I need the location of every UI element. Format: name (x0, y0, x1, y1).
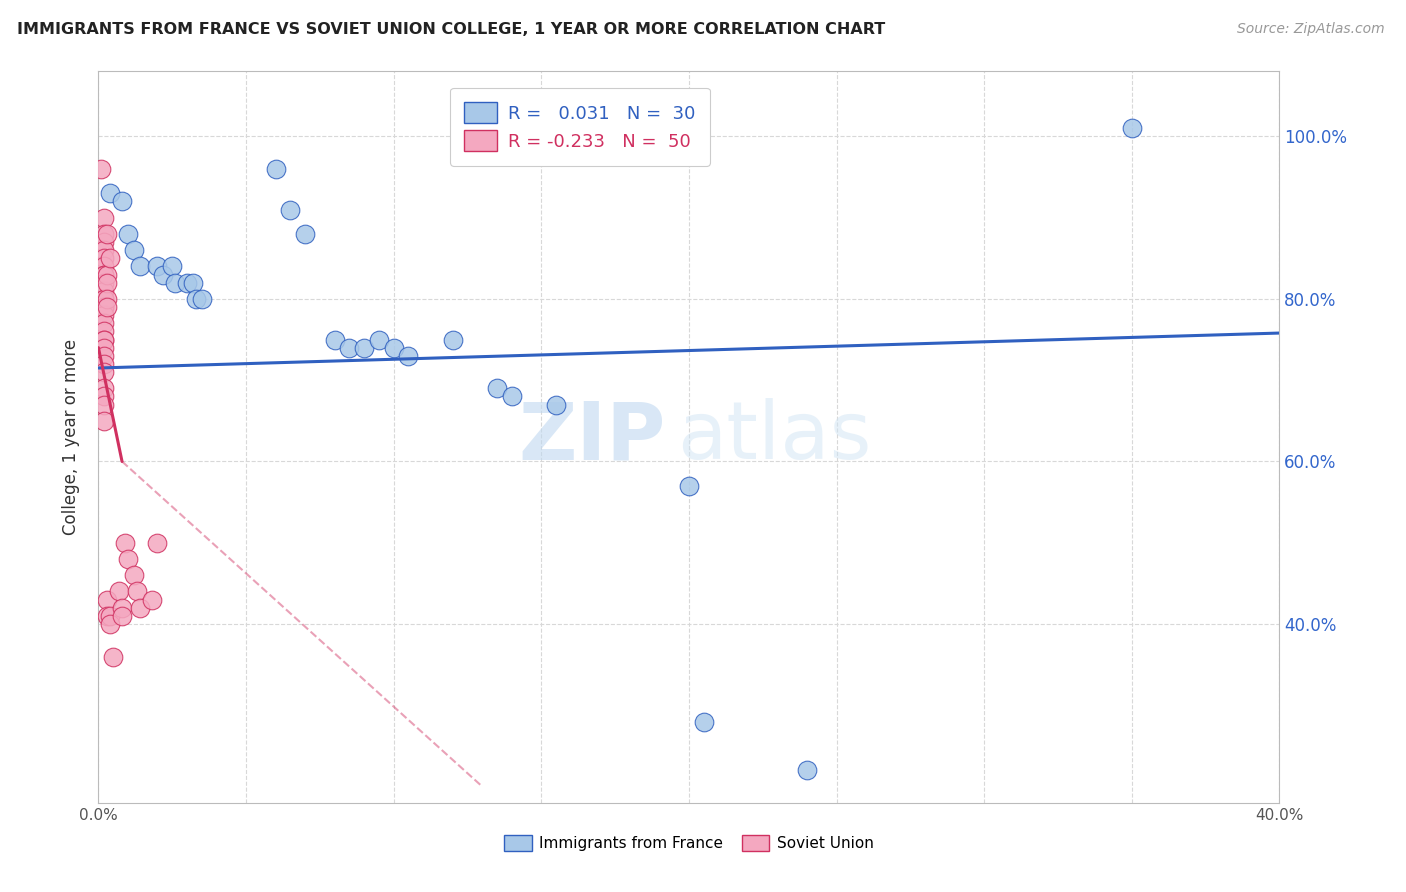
Point (162, 260, 183, 274)
Point (191, 292, 214, 306)
Point (323, 333, 346, 347)
Point (294, 227, 316, 241)
Point (93, 211, 115, 225)
Point (93, 414, 115, 428)
Point (398, 349, 420, 363)
Point (441, 333, 464, 347)
Point (96, 608, 118, 623)
Point (122, 568, 145, 582)
Point (93, 389, 115, 403)
Point (181, 276, 204, 290)
Point (93, 398, 115, 412)
Point (93, 292, 115, 306)
Point (678, 479, 700, 493)
Point (165, 276, 187, 290)
Point (93, 316, 115, 330)
Point (93, 308, 115, 322)
Point (111, 194, 134, 209)
Point (98, 617, 121, 632)
Point (93, 333, 115, 347)
Point (93, 333, 115, 347)
Point (796, 764, 818, 778)
Point (93, 227, 115, 241)
Point (1121, 121, 1143, 136)
Point (353, 341, 375, 355)
Point (90, 161, 112, 176)
Point (93, 243, 115, 257)
Point (98, 608, 121, 623)
Point (382, 341, 405, 355)
Text: IMMIGRANTS FROM FRANCE VS SOVIET UNION COLLEGE, 1 YEAR OR MORE CORRELATION CHART: IMMIGRANTS FROM FRANCE VS SOVIET UNION C… (17, 22, 886, 37)
Point (486, 381, 509, 395)
Point (96, 227, 118, 241)
Point (103, 649, 125, 664)
Point (93, 341, 115, 355)
Point (93, 365, 115, 379)
Point (117, 552, 139, 566)
Point (93, 381, 115, 395)
Text: atlas: atlas (678, 398, 872, 476)
Point (93, 268, 115, 282)
Point (122, 243, 145, 257)
Point (93, 252, 115, 266)
Text: Source: ZipAtlas.com: Source: ZipAtlas.com (1237, 22, 1385, 37)
Point (368, 333, 391, 347)
Point (114, 535, 136, 549)
Point (98, 186, 121, 201)
Point (93, 357, 115, 371)
Point (93, 292, 115, 306)
Point (96, 268, 118, 282)
Point (93, 284, 115, 298)
Point (96, 276, 118, 290)
Point (128, 600, 150, 615)
Point (146, 260, 169, 274)
Point (96, 592, 118, 607)
Point (546, 398, 568, 412)
Point (93, 276, 115, 290)
Point (93, 349, 115, 363)
Point (339, 341, 361, 355)
Point (111, 600, 134, 615)
Point (98, 252, 121, 266)
Point (501, 389, 523, 403)
Point (693, 714, 716, 729)
Point (93, 300, 115, 314)
Y-axis label: College, 1 year or more: College, 1 year or more (62, 339, 80, 535)
Point (111, 608, 134, 623)
Point (96, 292, 118, 306)
Point (93, 268, 115, 282)
Point (93, 235, 115, 249)
Point (93, 300, 115, 314)
Point (93, 325, 115, 339)
Point (264, 161, 287, 176)
Text: ZIP: ZIP (517, 398, 665, 476)
Legend: Immigrants from France, Soviet Union: Immigrants from France, Soviet Union (498, 830, 880, 857)
Point (152, 268, 174, 282)
Point (125, 584, 148, 599)
Point (117, 227, 139, 241)
Point (184, 292, 207, 306)
Point (93, 260, 115, 274)
Point (96, 300, 118, 314)
Point (146, 535, 169, 549)
Point (108, 584, 131, 599)
Point (280, 202, 302, 217)
Point (141, 592, 163, 607)
Point (176, 276, 198, 290)
Point (128, 260, 150, 274)
